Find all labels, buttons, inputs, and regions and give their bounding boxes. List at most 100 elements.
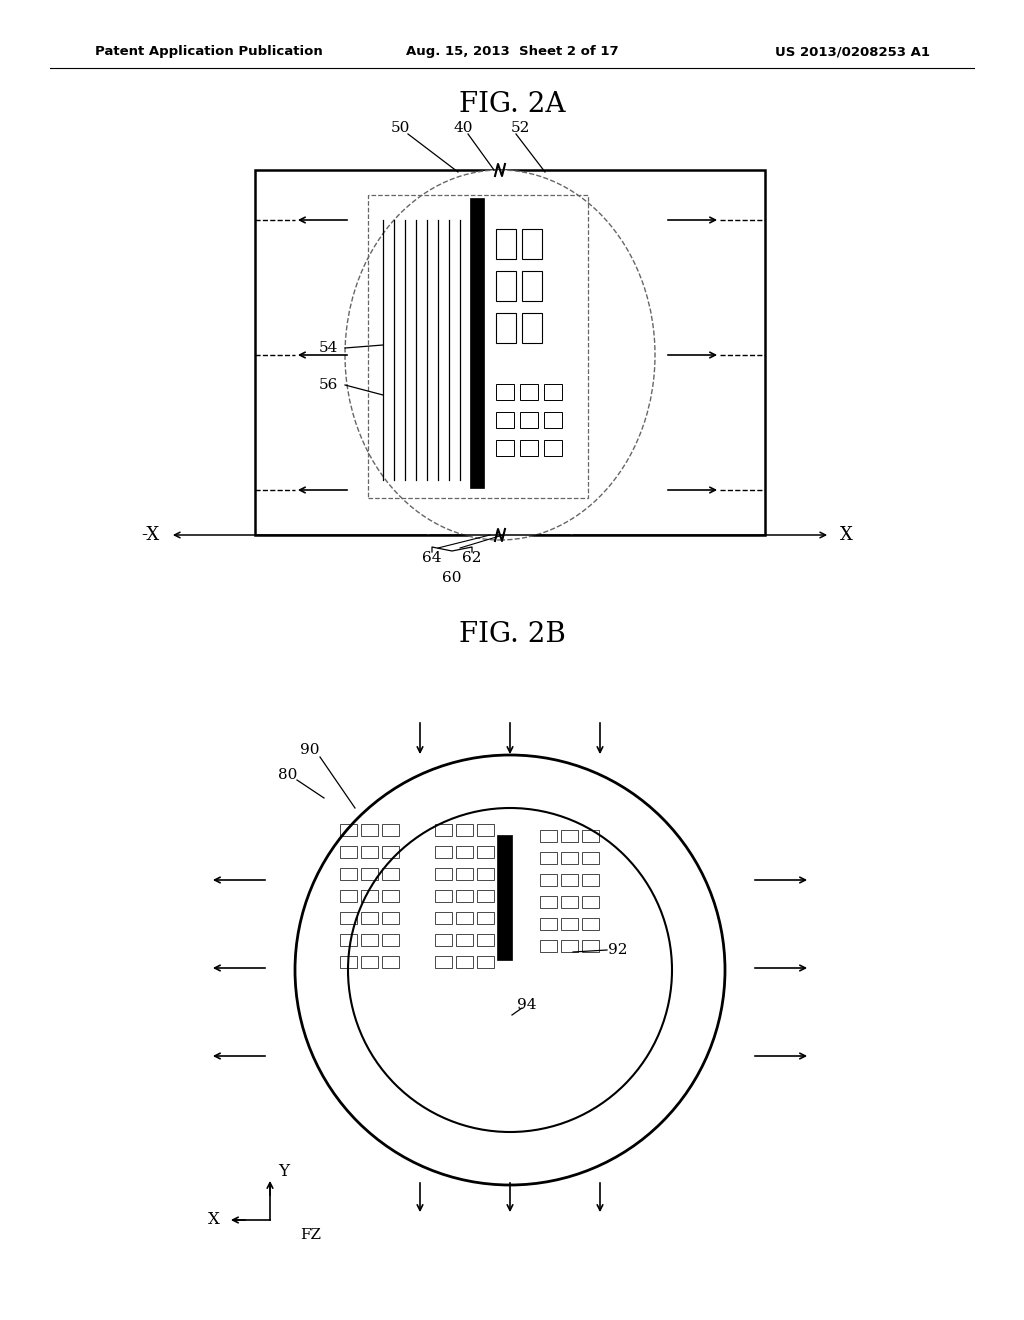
Bar xyxy=(540,851,557,865)
Text: 62: 62 xyxy=(462,550,481,565)
Text: 40: 40 xyxy=(454,121,473,135)
Text: X: X xyxy=(208,1212,220,1229)
Bar xyxy=(540,830,557,842)
Text: 94: 94 xyxy=(517,998,537,1012)
Text: FZ: FZ xyxy=(300,1228,321,1242)
Bar xyxy=(561,896,578,908)
Bar xyxy=(361,935,378,946)
Bar xyxy=(582,917,599,931)
Bar xyxy=(456,912,473,924)
Bar xyxy=(561,851,578,865)
Bar xyxy=(477,956,494,968)
Bar xyxy=(435,935,452,946)
Bar xyxy=(540,917,557,931)
Bar xyxy=(561,917,578,931)
Bar xyxy=(435,846,452,858)
Bar xyxy=(544,440,562,455)
Bar xyxy=(561,874,578,886)
Ellipse shape xyxy=(345,170,655,540)
Bar xyxy=(382,869,399,880)
Text: 50: 50 xyxy=(390,121,410,135)
Text: FIG. 2A: FIG. 2A xyxy=(459,91,565,119)
Bar xyxy=(456,869,473,880)
Bar xyxy=(340,912,357,924)
Bar xyxy=(435,869,452,880)
Bar xyxy=(470,198,484,488)
Bar xyxy=(382,935,399,946)
Bar xyxy=(477,869,494,880)
Bar xyxy=(382,890,399,902)
Bar xyxy=(456,890,473,902)
Bar xyxy=(520,384,538,400)
Text: 56: 56 xyxy=(318,378,338,392)
Bar xyxy=(522,271,542,301)
Bar xyxy=(496,313,516,343)
Bar xyxy=(456,846,473,858)
Bar xyxy=(544,412,562,428)
Bar xyxy=(361,956,378,968)
Bar xyxy=(540,940,557,952)
Bar xyxy=(477,912,494,924)
Text: 80: 80 xyxy=(279,768,298,781)
Text: X: X xyxy=(840,525,853,544)
Bar xyxy=(522,313,542,343)
Bar xyxy=(496,412,514,428)
Bar xyxy=(456,935,473,946)
Bar xyxy=(435,912,452,924)
Bar xyxy=(368,195,588,498)
Bar xyxy=(477,935,494,946)
Bar xyxy=(520,440,538,455)
Bar xyxy=(340,869,357,880)
Bar xyxy=(456,824,473,836)
Text: 90: 90 xyxy=(300,743,319,756)
Bar xyxy=(540,896,557,908)
Bar xyxy=(435,956,452,968)
Bar xyxy=(540,874,557,886)
Circle shape xyxy=(348,808,672,1133)
Bar xyxy=(255,170,765,535)
Bar xyxy=(582,896,599,908)
Bar xyxy=(456,956,473,968)
Text: 54: 54 xyxy=(318,341,338,355)
Text: FIG. 2B: FIG. 2B xyxy=(459,622,565,648)
Bar xyxy=(582,830,599,842)
Text: -X: -X xyxy=(141,525,160,544)
Bar xyxy=(382,912,399,924)
Bar xyxy=(361,869,378,880)
Text: 92: 92 xyxy=(608,942,628,957)
Bar xyxy=(496,271,516,301)
Bar xyxy=(477,846,494,858)
Text: 52: 52 xyxy=(510,121,529,135)
Bar xyxy=(361,890,378,902)
Bar xyxy=(361,846,378,858)
Bar xyxy=(582,940,599,952)
Bar xyxy=(497,836,512,960)
Bar xyxy=(435,890,452,902)
Bar xyxy=(496,440,514,455)
Bar xyxy=(340,846,357,858)
Bar xyxy=(477,824,494,836)
Bar xyxy=(522,228,542,259)
Text: Y: Y xyxy=(278,1163,289,1180)
Text: 64: 64 xyxy=(422,550,441,565)
Bar xyxy=(382,956,399,968)
Bar xyxy=(382,846,399,858)
Bar xyxy=(435,824,452,836)
Bar xyxy=(340,890,357,902)
Text: Patent Application Publication: Patent Application Publication xyxy=(95,45,323,58)
Bar xyxy=(382,824,399,836)
Bar xyxy=(496,228,516,259)
Bar xyxy=(544,384,562,400)
Bar xyxy=(361,912,378,924)
Text: 60: 60 xyxy=(442,572,462,585)
Bar xyxy=(561,940,578,952)
Bar xyxy=(561,830,578,842)
Bar xyxy=(361,824,378,836)
Bar xyxy=(496,384,514,400)
Circle shape xyxy=(295,755,725,1185)
Bar xyxy=(477,890,494,902)
Bar xyxy=(520,412,538,428)
Bar xyxy=(582,851,599,865)
Bar xyxy=(340,824,357,836)
Bar xyxy=(582,874,599,886)
